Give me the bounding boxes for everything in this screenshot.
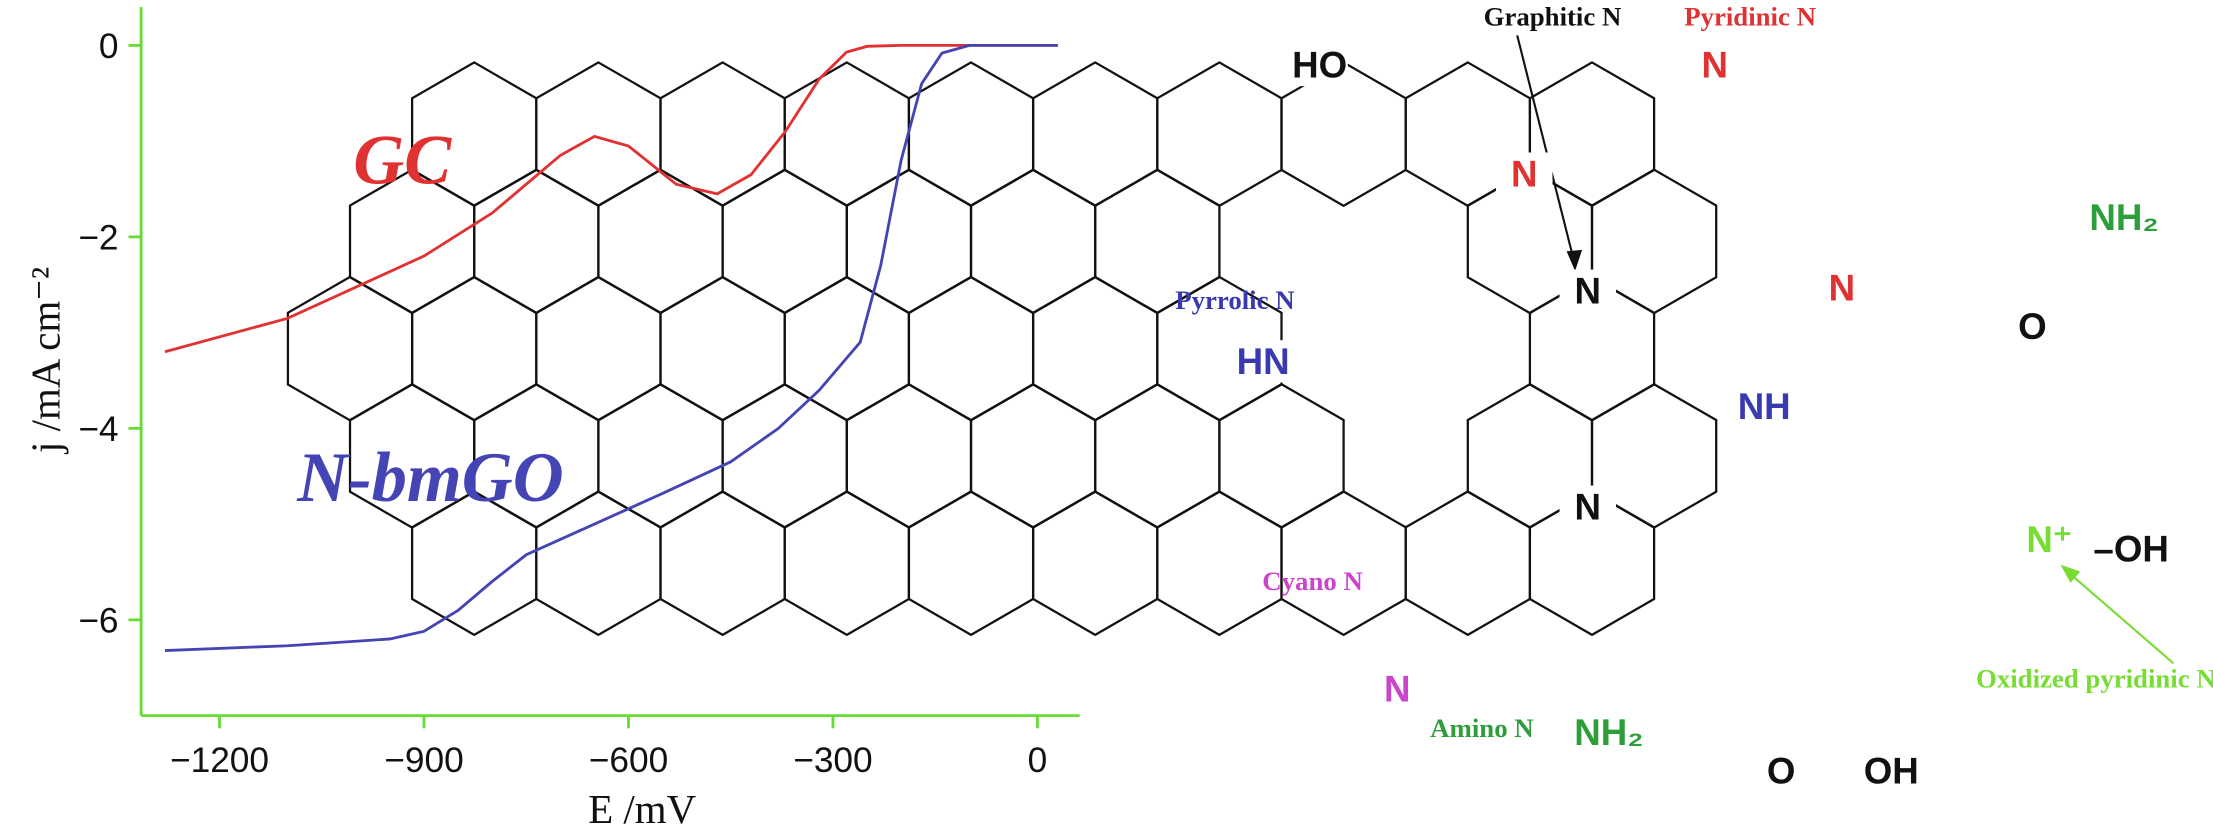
atom-bg [1752, 749, 1810, 792]
ring [1404, 490, 1532, 637]
x-tick-label: −900 [384, 741, 463, 780]
group-label: Amino N [1430, 713, 1533, 743]
ring [721, 168, 848, 315]
atom-label: N [1575, 270, 1602, 311]
x-axis-label: E /mV [588, 787, 696, 832]
atom-bg [1686, 43, 1744, 87]
atom-label: O [1767, 750, 1796, 791]
ring [907, 490, 1035, 637]
ring [659, 275, 786, 422]
ring [1031, 61, 1159, 208]
arrow-head [1566, 249, 1583, 272]
atom-bg [1234, 340, 1292, 383]
ring [783, 275, 911, 422]
atom-label: O [2018, 306, 2047, 347]
ring [1156, 490, 1283, 637]
atom-bg [1291, 43, 1348, 87]
ring [597, 382, 724, 529]
atom-label: N [1829, 268, 1856, 309]
series-label: N-bmGO [296, 439, 563, 517]
group-label: Pyridinic N [1684, 1, 1816, 31]
atom-label: N [1384, 668, 1411, 709]
arrow-head [2060, 564, 2081, 583]
atom-bg [1559, 269, 1616, 312]
ring [969, 382, 1097, 529]
ring [845, 168, 973, 315]
atom-label: HN [1237, 341, 1290, 382]
y-tick-label: −2 [78, 219, 118, 258]
atom-label: –OH [2093, 529, 2168, 570]
oxidized-arrow [2066, 570, 2175, 665]
x-tick-label: −1200 [170, 741, 269, 780]
ring [410, 275, 538, 422]
x-tick-label: −300 [793, 741, 872, 780]
atom-bg [1580, 711, 1638, 754]
group-label: Cyano N [1262, 566, 1363, 596]
y-tick-label: −4 [78, 410, 118, 449]
atom-label: NH [1738, 386, 1791, 427]
atom-bg [2095, 196, 2153, 239]
group-label: Oxidized pyridinic N [1976, 663, 2213, 693]
ring [783, 490, 911, 637]
ring [286, 275, 414, 422]
group-label: Pyrrolic N [1175, 285, 1294, 315]
atom-label: NH₂ [1574, 712, 1643, 753]
ring [659, 490, 786, 637]
y-tick-label: −6 [78, 602, 118, 641]
atom-label: OH [1864, 750, 1919, 791]
atom-bg [2102, 527, 2160, 571]
atom-bg [1862, 749, 1920, 792]
ring [1280, 490, 1407, 637]
series-line [164, 43, 1058, 652]
atom-bg [2021, 518, 2078, 561]
ring [969, 168, 1097, 315]
ring [1218, 382, 1345, 529]
molecule-skeleton [286, 61, 1718, 637]
ring [535, 61, 662, 208]
ring [1156, 61, 1283, 208]
ring [907, 275, 1035, 422]
ring [783, 61, 911, 208]
ring [1031, 275, 1159, 422]
atom-bg [1369, 667, 1426, 710]
atom-label: N [1702, 45, 1729, 86]
atom-bg [1813, 266, 1871, 310]
atom-label: N [1511, 153, 1538, 194]
atom-bg [1496, 152, 1553, 195]
atom-bg [2004, 304, 2061, 348]
ring [845, 382, 973, 529]
ring [535, 275, 662, 422]
ring [907, 61, 1035, 208]
atom-label: N⁺ [2026, 519, 2072, 560]
atom-bg [1735, 385, 1793, 428]
graphitic-arrow [1516, 35, 1577, 266]
y-axis-label: j /mA cm⁻² [23, 267, 68, 455]
ring [1031, 490, 1159, 637]
atom-label: N [1575, 486, 1602, 527]
ring [1094, 382, 1221, 529]
x-tick-label: −600 [589, 741, 668, 780]
atom-label: HO [1292, 45, 1347, 86]
x-tick-label: 0 [1028, 741, 1048, 780]
atom-bg [1559, 485, 1616, 528]
series-line [164, 43, 1058, 354]
series-label: GC [353, 122, 452, 200]
ring [1528, 490, 1656, 637]
group-label: Graphitic N [1484, 1, 1622, 31]
ring [473, 168, 600, 315]
y-tick-label: 0 [99, 27, 119, 66]
atom-label: NH₂ [2089, 197, 2158, 238]
